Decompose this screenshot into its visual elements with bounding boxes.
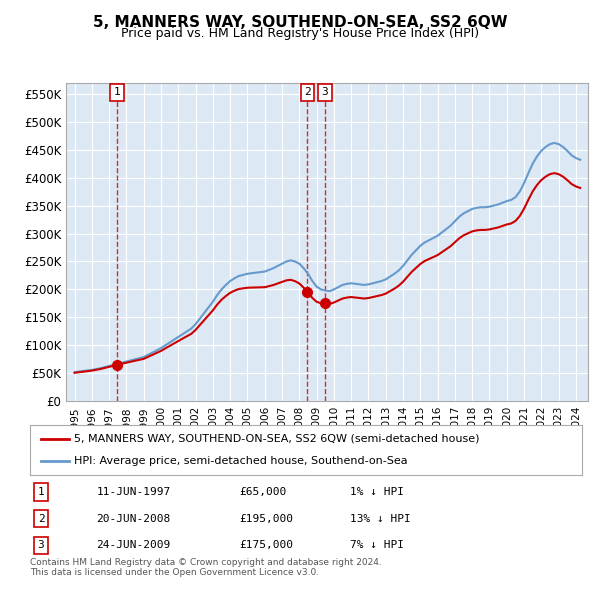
Text: 3: 3 bbox=[322, 87, 328, 97]
Text: 1% ↓ HPI: 1% ↓ HPI bbox=[350, 487, 404, 497]
Text: 24-JUN-2009: 24-JUN-2009 bbox=[96, 540, 170, 550]
Text: Price paid vs. HM Land Registry's House Price Index (HPI): Price paid vs. HM Land Registry's House … bbox=[121, 27, 479, 40]
Text: This data is licensed under the Open Government Licence v3.0.: This data is licensed under the Open Gov… bbox=[30, 568, 319, 576]
Text: Contains HM Land Registry data © Crown copyright and database right 2024.: Contains HM Land Registry data © Crown c… bbox=[30, 558, 382, 566]
Text: HPI: Average price, semi-detached house, Southend-on-Sea: HPI: Average price, semi-detached house,… bbox=[74, 456, 408, 466]
Text: 2: 2 bbox=[38, 513, 44, 523]
Text: 11-JUN-1997: 11-JUN-1997 bbox=[96, 487, 170, 497]
Text: 1: 1 bbox=[113, 87, 120, 97]
Text: 13% ↓ HPI: 13% ↓ HPI bbox=[350, 513, 411, 523]
Text: £195,000: £195,000 bbox=[240, 513, 294, 523]
Text: 1: 1 bbox=[38, 487, 44, 497]
Text: 3: 3 bbox=[38, 540, 44, 550]
Text: 5, MANNERS WAY, SOUTHEND-ON-SEA, SS2 6QW: 5, MANNERS WAY, SOUTHEND-ON-SEA, SS2 6QW bbox=[92, 15, 508, 30]
Text: 20-JUN-2008: 20-JUN-2008 bbox=[96, 513, 170, 523]
Text: 2: 2 bbox=[304, 87, 311, 97]
Text: £65,000: £65,000 bbox=[240, 487, 287, 497]
Text: 7% ↓ HPI: 7% ↓ HPI bbox=[350, 540, 404, 550]
Text: £175,000: £175,000 bbox=[240, 540, 294, 550]
Text: 5, MANNERS WAY, SOUTHEND-ON-SEA, SS2 6QW (semi-detached house): 5, MANNERS WAY, SOUTHEND-ON-SEA, SS2 6QW… bbox=[74, 434, 479, 444]
